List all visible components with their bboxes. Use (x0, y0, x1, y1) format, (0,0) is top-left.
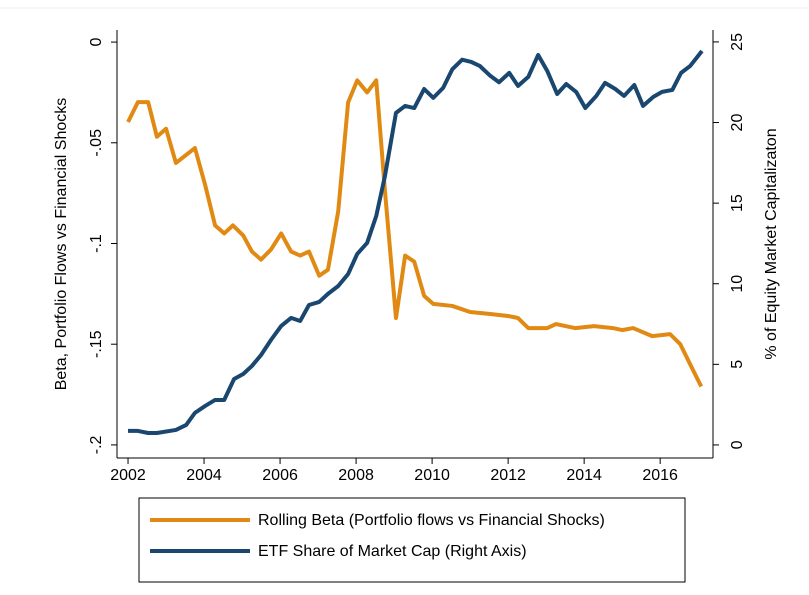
y2-axis-title: % of Equity Market Capitalizaton (763, 128, 780, 359)
y2-tick-label: 20 (729, 114, 746, 132)
x-tick-label: 2014 (566, 467, 602, 484)
y-tick-label: -.05 (88, 129, 105, 157)
y-tick-label: 0 (88, 38, 105, 47)
y-axis-title: Beta, Portfolio Flows vs Financial Shock… (53, 98, 70, 391)
series-line (126, 78, 704, 388)
y2-tick-label: 15 (729, 194, 746, 212)
x-tick-label: 2012 (490, 467, 526, 484)
y-tick-label: -.1 (88, 234, 105, 253)
x-tick-label: 2010 (414, 467, 450, 484)
series-line (128, 49, 704, 436)
y2-tick-label: 10 (729, 275, 746, 293)
y-tick-label: -.2 (88, 435, 105, 454)
x-tick-label: 2006 (262, 467, 298, 484)
legend-label: Rolling Beta (Portfolio flows vs Financi… (258, 512, 605, 529)
x-tick-label: 2016 (642, 467, 678, 484)
y2-tick-label: 5 (729, 360, 746, 369)
y-tick-label: -.15 (88, 330, 105, 358)
x-tick-label: 2004 (186, 467, 222, 484)
x-tick-label: 2002 (110, 467, 146, 484)
legend (138, 497, 686, 583)
y2-tick-label: 0 (729, 440, 746, 449)
x-tick-label: 2008 (338, 467, 374, 484)
y2-tick-label: 25 (729, 33, 746, 51)
legend-label: ETF Share of Market Cap (Right Axis) (258, 543, 527, 560)
